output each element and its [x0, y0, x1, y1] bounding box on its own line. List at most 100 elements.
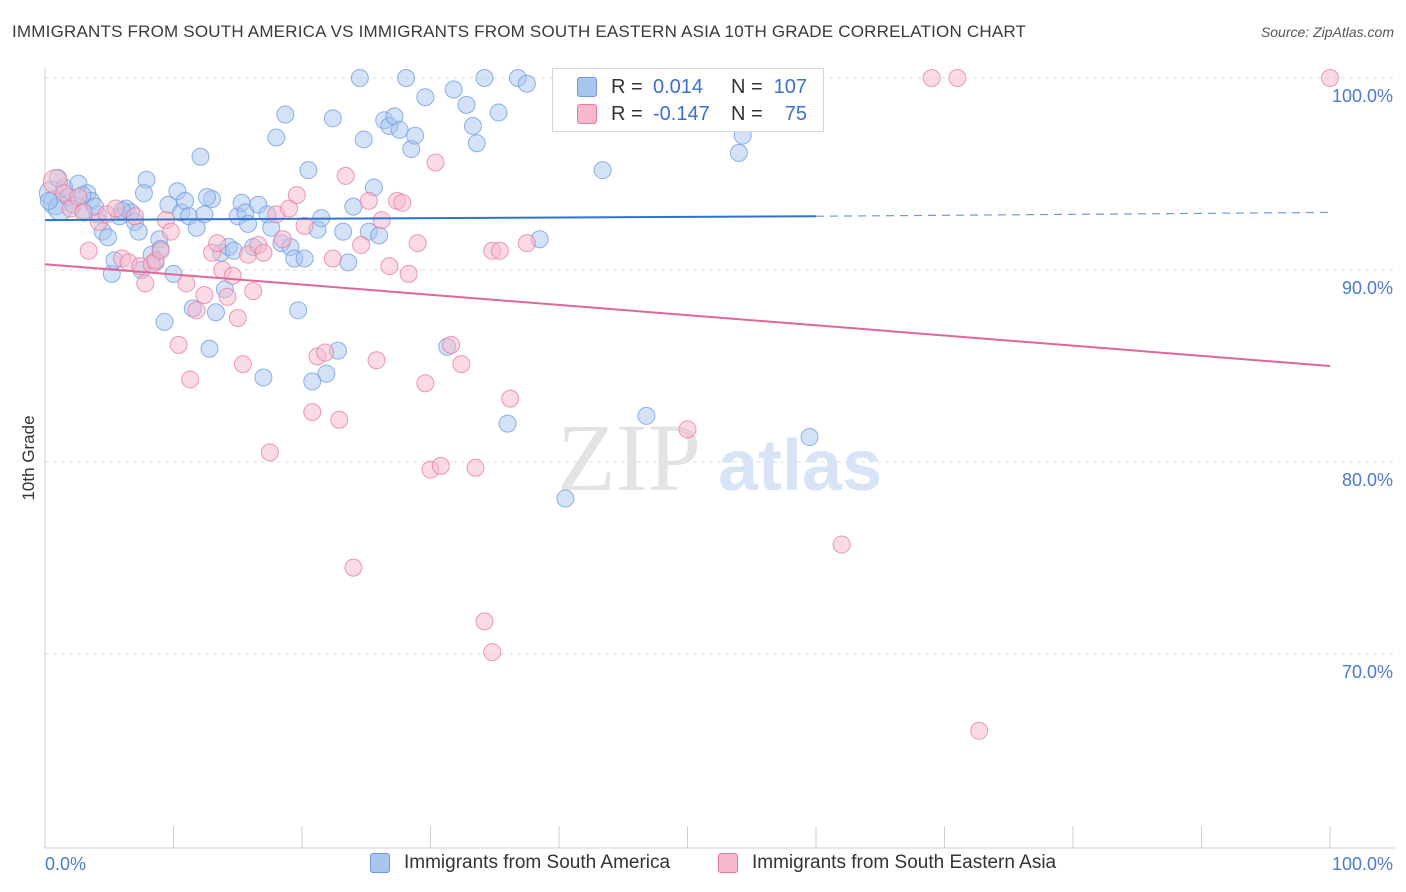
point-south-eastern-asia: [181, 370, 200, 389]
point-south-america: [416, 88, 435, 107]
point-south-eastern-asia: [517, 234, 536, 253]
y-tick-label: 80.0%: [1342, 470, 1393, 490]
legend-row-south-eastern-asia: R = -0.147 N = 75: [577, 101, 807, 127]
trend-line-south-eastern-asia: [44, 263, 1331, 367]
data-points: [38, 69, 1339, 740]
legend-r-label: R =: [611, 102, 643, 125]
legend-n-value: 107: [773, 75, 807, 98]
point-south-america: [729, 143, 748, 162]
point-south-america: [556, 489, 575, 508]
point-south-eastern-asia: [151, 241, 170, 260]
point-south-eastern-asia: [416, 374, 435, 393]
trend-line-extension: [815, 211, 1331, 217]
legend-r-label: R =: [611, 75, 643, 98]
point-south-eastern-asia: [336, 166, 355, 185]
point-south-eastern-asia: [273, 230, 292, 249]
point-south-america: [498, 414, 517, 433]
point-south-america: [637, 406, 656, 425]
point-south-america: [354, 130, 373, 149]
point-south-america: [350, 69, 369, 87]
point-south-eastern-asia: [501, 389, 520, 408]
point-south-america: [239, 214, 258, 233]
point-south-eastern-asia: [74, 203, 93, 222]
chart-source: Source: ZipAtlas.com: [1260, 24, 1394, 40]
point-south-eastern-asia: [323, 249, 342, 268]
point-south-eastern-asia: [399, 264, 418, 283]
point-south-america: [254, 368, 273, 387]
point-south-eastern-asia: [69, 188, 88, 207]
point-south-eastern-asia: [483, 643, 502, 662]
point-south-eastern-asia: [372, 211, 391, 230]
point-south-eastern-asia: [195, 285, 214, 304]
point-south-eastern-asia: [344, 558, 363, 577]
point-south-eastern-asia: [254, 243, 273, 262]
point-south-eastern-asia: [442, 335, 461, 354]
point-south-eastern-asia: [922, 69, 941, 87]
point-south-america: [390, 120, 409, 139]
point-south-eastern-asia: [177, 274, 196, 293]
point-south-eastern-asia: [223, 266, 242, 285]
tick-labels: 100.0% 90.0% 80.0% 70.0% 0.0% 100.0%: [45, 86, 1393, 874]
series-legend-south-america[interactable]: Immigrants from South America: [370, 852, 670, 874]
point-south-eastern-asia: [295, 216, 314, 235]
series-legend-label: Immigrants from South Eastern Asia: [752, 852, 1057, 873]
series-legend-south-eastern-asia[interactable]: Immigrants from South Eastern Asia: [718, 852, 1056, 874]
point-south-america: [406, 126, 425, 145]
x-tick-label-min: 0.0%: [45, 854, 86, 874]
watermark-atlas: atlas: [718, 426, 882, 506]
series-swatch-pink: [718, 853, 738, 873]
point-south-eastern-asia: [352, 236, 371, 255]
point-south-eastern-asia: [393, 193, 412, 212]
point-south-america: [475, 69, 494, 87]
point-south-eastern-asia: [466, 458, 485, 477]
point-south-america: [197, 188, 216, 207]
point-south-eastern-asia: [330, 410, 349, 429]
legend-n-label: N =: [731, 75, 763, 98]
point-south-eastern-asia: [367, 351, 386, 370]
series-swatch-blue: [370, 853, 390, 873]
point-south-america: [457, 95, 476, 114]
point-south-eastern-asia: [260, 443, 279, 462]
point-south-america: [397, 69, 416, 87]
point-south-eastern-asia: [280, 199, 299, 218]
point-south-eastern-asia: [208, 234, 227, 253]
point-south-eastern-asia: [187, 301, 206, 320]
legend-row-south-america: R = 0.014 N = 107: [577, 74, 807, 100]
point-south-eastern-asia: [106, 199, 125, 218]
point-south-america: [98, 228, 117, 247]
legend-r-value: -0.147: [653, 102, 710, 125]
legend-n-label: N =: [731, 102, 763, 125]
series-legend-label: Immigrants from South America: [404, 852, 671, 873]
point-south-america: [517, 74, 536, 93]
legend-swatch-pink: [577, 104, 597, 124]
point-south-america: [134, 184, 153, 203]
point-south-eastern-asia: [678, 420, 697, 439]
point-south-america: [129, 222, 148, 241]
point-south-america: [289, 301, 308, 320]
point-south-america: [39, 191, 58, 210]
point-south-america: [176, 191, 195, 210]
trend-lines: [44, 211, 1331, 367]
point-south-eastern-asia: [359, 191, 378, 210]
point-south-eastern-asia: [233, 355, 252, 374]
point-south-eastern-asia: [218, 287, 237, 306]
point-south-eastern-asia: [832, 535, 851, 554]
point-south-eastern-asia: [970, 721, 989, 740]
point-south-america: [303, 372, 322, 391]
point-south-america: [200, 339, 219, 358]
watermark-zip: ZIP: [557, 404, 701, 511]
watermark: ZIP atlas: [557, 404, 882, 511]
point-south-america: [334, 222, 353, 241]
point-south-america: [191, 147, 210, 166]
point-south-america: [267, 128, 286, 147]
correlation-legend: R = 0.014 N = 107 R = -0.147 N = 75: [552, 68, 824, 132]
x-tick-label-max: 100.0%: [1332, 854, 1393, 874]
point-south-eastern-asia: [79, 241, 98, 260]
point-south-america: [295, 249, 314, 268]
point-south-eastern-asia: [244, 282, 263, 301]
chart-title: IMMIGRANTS FROM SOUTH AMERICA VS IMMIGRA…: [12, 22, 1027, 41]
y-tick-label: 90.0%: [1342, 278, 1393, 298]
point-south-eastern-asia: [380, 257, 399, 276]
legend-r-value: 0.014: [653, 75, 704, 98]
